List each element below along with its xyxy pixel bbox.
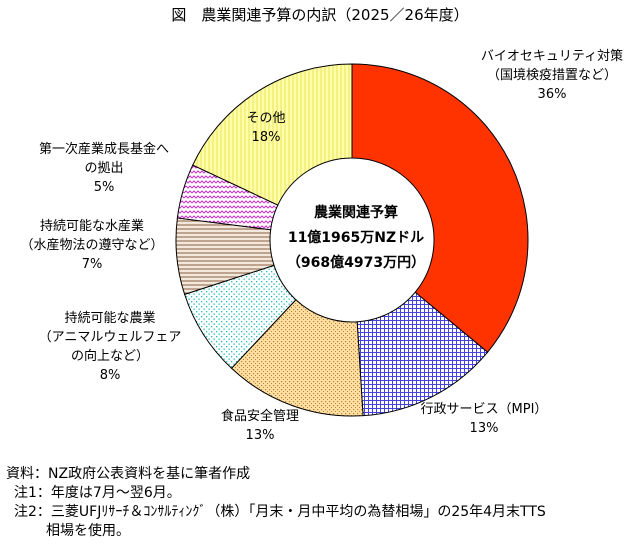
pie-slice-2 (230, 299, 364, 417)
slice-percent-4: 7% (82, 257, 103, 272)
slice-label-5: の拠出 (84, 161, 123, 176)
slice-label-2: 食品安全管理 (221, 408, 299, 424)
chart-title: 図 農業関連予算の内訳（2025／26年度） (171, 6, 468, 24)
slice-label-3: 持続可能な農業 (64, 310, 155, 326)
slice-label-3: の向上など） (71, 348, 149, 364)
source-note: 資料：NZ政府公表資料を基に筆者作成 (6, 466, 251, 482)
slice-percent-2: 13% (246, 428, 275, 443)
pie-slice-0 (351, 63, 529, 353)
slice-label-5: 第一次産業成長基金へ (39, 141, 169, 157)
slice-percent-0: 36% (538, 87, 567, 102)
slice-label-4: 持続可能な水産業 (40, 218, 144, 234)
center-label-title: 農業関連予算 (314, 204, 398, 221)
note-2: 注2：三菱UFJﾘｻｰﾁ＆ｺﾝｻﾙﾃｨﾝｸﾞ（株）「月末・月中平均の為替相場」の… (14, 504, 546, 520)
slice-label-4: （水産物法の遵守など） (20, 237, 163, 253)
pie-slice-6 (192, 63, 353, 206)
center-label-jpy: （968億4973万円） (287, 254, 425, 271)
slice-percent-1: 13% (470, 421, 499, 436)
donut-chart: 図 農業関連予算の内訳（2025／26年度） バイオセキュリティ対策 （国境検疫措… (20, 6, 623, 443)
slice-labels: バイオセキュリティ対策 （国境検疫措置など） 36% 行政サービス（MPI） 13% 食品… (20, 48, 623, 443)
slice-label-3: （アニマルウェルフェア (39, 330, 182, 345)
note-1: 注1：年度は7月～翌6月。 (14, 485, 181, 501)
notes: 資料：NZ政府公表資料を基に筆者作成 注1：年度は7月～翌6月。 注2：三菱UF… (6, 465, 636, 541)
slice-label-0: （国境検疫措置など） (487, 67, 617, 83)
slice-label-1: 行政サービス（MPI） (421, 402, 548, 417)
center-label-usd: 11億1965万NZドル (288, 229, 424, 246)
note-2-continued: 相場を使用。 (46, 523, 130, 539)
slice-label-6: その他 (246, 111, 285, 126)
pie-slice-1 (356, 291, 489, 417)
slice-label-0: バイオセキュリティ対策 (481, 48, 623, 64)
slice-percent-6: 18% (252, 130, 281, 145)
slice-percent-3: 8% (100, 368, 121, 383)
slice-percent-5: 5% (94, 180, 115, 195)
center-label: 農業関連予算 11億1965万NZドル （968億4973万円） (287, 204, 425, 271)
pie-slices (175, 63, 529, 417)
